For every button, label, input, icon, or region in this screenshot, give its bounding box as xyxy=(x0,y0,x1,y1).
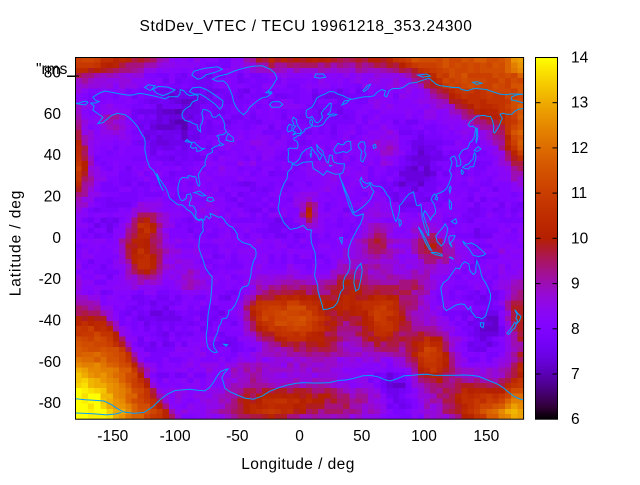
svg-text:0: 0 xyxy=(52,230,61,247)
svg-text:-50: -50 xyxy=(226,428,249,445)
svg-text:150: 150 xyxy=(473,428,499,445)
svg-text:0: 0 xyxy=(295,428,304,445)
svg-text:-100: -100 xyxy=(160,428,191,445)
svg-text:7: 7 xyxy=(571,366,580,383)
svg-text:-80: -80 xyxy=(39,395,62,412)
svg-text:-40: -40 xyxy=(39,313,62,330)
svg-text:13: 13 xyxy=(571,95,588,112)
svg-text:-150: -150 xyxy=(97,428,128,445)
svg-text:10: 10 xyxy=(571,230,589,247)
svg-text:14: 14 xyxy=(571,50,589,67)
svg-text:-20: -20 xyxy=(39,271,62,288)
svg-text:"rms_: "rms_ xyxy=(36,61,76,78)
svg-text:11: 11 xyxy=(571,185,587,202)
svg-text:9: 9 xyxy=(571,276,580,293)
svg-text:Latitude / deg: Latitude / deg xyxy=(8,190,25,297)
svg-text:12: 12 xyxy=(571,140,588,157)
svg-text:8: 8 xyxy=(571,321,580,338)
svg-text:100: 100 xyxy=(411,428,437,445)
svg-text:Longitude / deg: Longitude / deg xyxy=(241,456,355,473)
svg-text:6: 6 xyxy=(571,411,580,428)
svg-text:80: 80 xyxy=(44,65,62,82)
svg-text:40: 40 xyxy=(44,147,62,164)
svg-text:StdDev_VTEC / TECU 19961218_35: StdDev_VTEC / TECU 19961218_353.24300 xyxy=(140,18,473,35)
svg-text:20: 20 xyxy=(44,189,62,206)
svg-text:50: 50 xyxy=(353,428,371,445)
svg-text:60: 60 xyxy=(44,106,62,123)
svg-text:-60: -60 xyxy=(39,354,62,371)
